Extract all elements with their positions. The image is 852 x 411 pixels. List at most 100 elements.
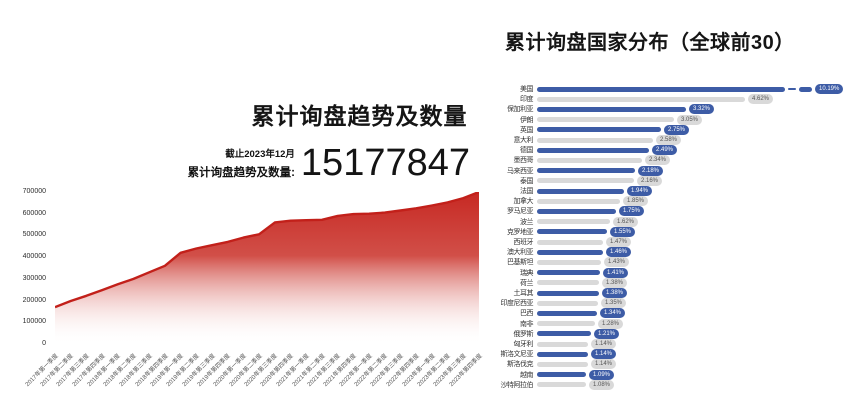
bar-row: 印度尼西亚 1.35% <box>496 298 852 309</box>
bar <box>537 178 634 184</box>
country-label: 越南 <box>520 371 534 379</box>
trend-chart-title: 累计询盘趋势及数量 <box>251 103 468 129</box>
bar-row: 意大利 2.58% <box>496 135 852 145</box>
bar-row: 斯洛文尼亚 1.14% <box>496 349 852 360</box>
bar-row: 俄罗斯 1.21% <box>496 328 852 339</box>
country-label: 俄罗斯 <box>513 330 534 338</box>
country-bar-list: 美国 10.19% 印度 4.62% 保加利亚 3.32% 伊朗 3.05% 英国 2.75% 意大… <box>496 84 852 396</box>
bar <box>537 137 653 143</box>
bar <box>537 341 588 347</box>
value-badge: 1.14% <box>591 349 617 360</box>
value-badge: 1.21% <box>594 328 620 339</box>
country-label: 巴基斯坦 <box>507 259 534 267</box>
value-badge: 10.19% <box>815 84 844 94</box>
country-label: 泰国 <box>520 177 534 185</box>
area-top-line <box>55 192 479 309</box>
bar <box>537 208 616 214</box>
total-value: 15177847 <box>300 142 470 184</box>
bar <box>537 157 642 163</box>
bar <box>537 168 635 174</box>
country-label: 斯洛伐克 <box>507 361 534 369</box>
value-badge: 1.38% <box>602 277 628 288</box>
bar <box>537 382 586 388</box>
bar <box>537 86 785 92</box>
bar-row: 匈牙利 1.14% <box>496 339 852 349</box>
bar-row: 墨西哥 2.34% <box>496 155 852 166</box>
country-label: 印度尼西亚 <box>500 300 534 308</box>
y-tick-label: 300000 <box>22 274 46 282</box>
value-badge: 2.16% <box>637 175 663 186</box>
country-label: 克罗地亚 <box>507 228 534 236</box>
y-tick-label: 500000 <box>22 231 46 239</box>
bar-row: 英国 2.75% <box>496 124 852 135</box>
value-badge: 1.14% <box>591 339 617 349</box>
bar <box>537 198 620 204</box>
country-label: 瑞典 <box>520 269 534 277</box>
bar <box>537 96 745 102</box>
country-label: 美国 <box>520 86 534 93</box>
value-badge: 1.14% <box>591 359 617 370</box>
country-label: 墨西哥 <box>513 157 534 165</box>
country-label: 马来西亚 <box>507 167 534 175</box>
y-tick-label: 0 <box>42 340 46 347</box>
bar-row: 沙特阿拉伯 1.08% <box>496 379 852 390</box>
bar <box>537 290 599 296</box>
bar-row: 西班牙 1.47% <box>496 237 852 247</box>
bar-row: 印度 4.62% <box>496 94 852 105</box>
value-badge: 1.85% <box>623 196 649 207</box>
bar <box>537 331 591 337</box>
country-chart-title: 累计询盘国家分布（全球前30） <box>505 32 795 54</box>
value-badge: 2.34% <box>645 155 671 166</box>
value-badge: 2.18% <box>638 165 664 176</box>
country-label: 南非 <box>520 320 534 328</box>
bar <box>537 321 595 327</box>
value-badge: 1.62% <box>613 216 639 227</box>
bar-row: 马来西亚 2.18% <box>496 165 852 176</box>
bar-row: 瑞典 1.41% <box>496 267 852 278</box>
bar-row: 保加利亚 3.32% <box>496 104 852 115</box>
value-badge: 2.75% <box>664 124 690 135</box>
bar <box>537 270 600 276</box>
y-tick-label: 700000 <box>22 188 46 195</box>
bar-row: 南非 1.28% <box>496 318 852 329</box>
total-label: 累计询盘趋势及数量: <box>187 167 295 180</box>
trend-area-plot <box>55 192 479 344</box>
country-label: 沙特阿拉伯 <box>500 381 534 389</box>
value-badge: 1.47% <box>606 237 632 247</box>
bar-row: 荷兰 1.38% <box>496 277 852 288</box>
y-tick-label: 200000 <box>22 296 46 304</box>
bar <box>537 127 661 133</box>
bar <box>537 147 649 153</box>
bar-row: 加拿大 1.85% <box>496 196 852 207</box>
bar-row: 巴西 1.34% <box>496 308 852 319</box>
country-label: 斯洛文尼亚 <box>500 351 534 359</box>
country-label: 印度 <box>520 96 534 104</box>
value-badge: 3.05% <box>677 114 703 125</box>
bar <box>537 117 674 123</box>
bar-row: 克罗地亚 1.55% <box>496 226 852 237</box>
country-label: 西班牙 <box>513 239 534 246</box>
value-badge: 2.49% <box>652 145 678 156</box>
bar-row: 澳大利亚 1.46% <box>496 247 852 258</box>
value-badge: 1.08% <box>589 379 615 390</box>
country-label: 英国 <box>520 126 534 134</box>
trend-total-block: 截止2023年12月 累计询盘趋势及数量: 15177847 <box>187 142 470 184</box>
country-label: 德国 <box>520 147 534 155</box>
country-label: 巴西 <box>520 310 534 318</box>
value-badge: 3.32% <box>689 104 715 115</box>
bar <box>537 280 599 286</box>
bar-end-segment <box>799 86 812 92</box>
value-badge: 1.41% <box>603 267 629 278</box>
value-badge: 1.55% <box>610 226 636 237</box>
country-label: 保加利亚 <box>507 106 534 114</box>
country-label: 法国 <box>520 188 534 195</box>
y-tick-label: 100000 <box>22 318 46 326</box>
value-badge: 2.58% <box>656 135 682 145</box>
country-label: 罗马尼亚 <box>507 208 534 216</box>
bar-row: 波兰 1.62% <box>496 216 852 227</box>
bar <box>537 372 586 378</box>
country-label: 土耳其 <box>513 290 534 297</box>
bar <box>537 259 601 265</box>
bar-row: 法国 1.94% <box>496 186 852 196</box>
